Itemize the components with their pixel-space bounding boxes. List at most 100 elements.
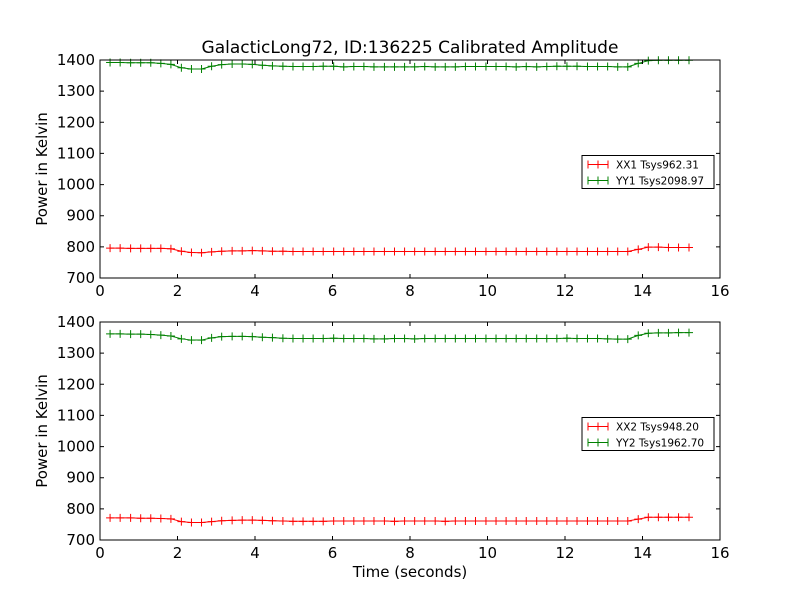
y-tick-label: 1400	[57, 51, 95, 69]
x-tick-label: 6	[328, 544, 338, 562]
data-point	[156, 331, 165, 340]
data-point	[288, 247, 297, 256]
data-point	[309, 62, 318, 71]
data-point	[329, 247, 338, 256]
data-point	[319, 62, 328, 71]
y-tick-label: 700	[66, 531, 95, 549]
x-tick-label: 2	[173, 282, 183, 300]
data-point	[623, 517, 632, 526]
data-point	[187, 65, 196, 74]
data-point	[410, 247, 419, 256]
data-point	[461, 517, 470, 526]
data-point	[349, 334, 358, 343]
legend: XX1 Tsys962.31 YY1 Tsys2098.97	[581, 155, 715, 189]
legend-marker	[587, 160, 609, 169]
data-point	[106, 513, 115, 522]
data-point	[217, 247, 226, 256]
data-point	[603, 62, 612, 71]
data-point	[623, 247, 632, 256]
data-point	[278, 62, 287, 71]
data-point	[268, 247, 277, 256]
data-point	[248, 332, 257, 341]
data-point	[613, 517, 622, 526]
data-point	[431, 62, 440, 71]
data-point	[502, 334, 511, 343]
data-point	[319, 334, 328, 343]
data-point	[542, 334, 551, 343]
data-point	[238, 246, 247, 255]
data-point	[562, 334, 571, 343]
data-point	[664, 243, 673, 252]
data-point	[329, 517, 338, 526]
data-point	[116, 329, 125, 338]
data-point	[471, 334, 480, 343]
data-point	[603, 334, 612, 343]
data-point	[126, 244, 135, 253]
data-point	[187, 336, 196, 345]
data-point	[177, 517, 186, 526]
data-point	[248, 60, 257, 69]
data-point	[431, 247, 440, 256]
data-point	[339, 247, 348, 256]
data-point	[238, 516, 247, 525]
data-point	[390, 334, 399, 343]
data-point	[481, 517, 490, 526]
x-tick-label: 14	[633, 282, 652, 300]
legend-marker	[587, 176, 609, 185]
data-point	[268, 61, 277, 70]
series-line	[110, 332, 689, 341]
x-tick-label: 8	[405, 282, 415, 300]
data-point	[329, 334, 338, 343]
data-point	[288, 517, 297, 526]
data-point	[512, 247, 521, 256]
data-point	[461, 247, 470, 256]
x-tick-label: 10	[478, 544, 497, 562]
data-point	[187, 248, 196, 257]
data-point	[207, 333, 216, 342]
legend-label: YY2 Tsys1962.70	[615, 438, 704, 450]
data-point	[126, 513, 135, 522]
data-point	[623, 335, 632, 344]
data-point	[136, 244, 145, 253]
data-point	[532, 334, 541, 343]
data-point	[552, 334, 561, 343]
data-point	[217, 60, 226, 69]
data-point	[258, 246, 267, 255]
x-tick-label: 0	[95, 544, 105, 562]
data-point	[562, 517, 571, 526]
data-point	[512, 517, 521, 526]
data-point	[644, 243, 653, 252]
data-point	[542, 247, 551, 256]
data-point	[288, 62, 297, 71]
data-point	[166, 332, 175, 341]
x-tick-label: 12	[555, 282, 574, 300]
data-point	[359, 62, 368, 71]
data-point	[369, 334, 378, 343]
data-point	[268, 516, 277, 525]
data-point	[654, 513, 663, 522]
data-point	[187, 518, 196, 527]
data-point	[593, 62, 602, 71]
data-point	[339, 517, 348, 526]
y-tick-label: 700	[66, 269, 95, 287]
data-point	[278, 517, 287, 526]
data-point	[238, 332, 247, 341]
x-tick-label: 16	[710, 282, 729, 300]
x-tick-label: 0	[95, 282, 105, 300]
legend-marker	[587, 438, 609, 447]
x-tick-label: 16	[710, 544, 729, 562]
data-point	[431, 517, 440, 526]
data-point	[248, 516, 257, 525]
data-point	[156, 59, 165, 68]
data-point	[664, 328, 673, 337]
data-point	[522, 62, 531, 71]
data-point	[177, 63, 186, 72]
data-point	[583, 334, 592, 343]
data-point	[299, 247, 308, 256]
data-point	[299, 62, 308, 71]
series-2-1	[106, 513, 693, 527]
data-point	[583, 517, 592, 526]
data-point	[217, 332, 226, 341]
